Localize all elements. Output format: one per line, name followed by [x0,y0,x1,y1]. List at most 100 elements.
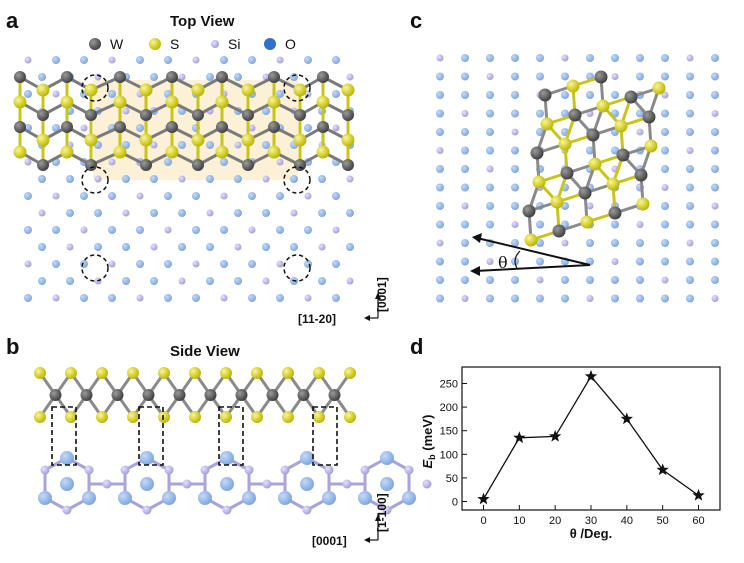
o-atom [318,209,326,217]
s-atom [60,95,74,109]
o-atom [234,175,242,183]
data-point-star [584,369,598,382]
si-atom [80,226,88,234]
o-atom [561,294,569,303]
o-atom [486,128,494,136]
dashed-interface-box [51,406,77,466]
s-atom [566,79,580,93]
w-atom [37,109,49,121]
s-atom [251,411,263,423]
o-atom [586,146,594,155]
s-atom [65,367,77,379]
o-atom [220,226,228,234]
o-atom [206,175,214,183]
y-tick-label: 0 [452,497,458,509]
dashed-site-circle [81,74,109,102]
o-atom [234,277,242,285]
y-tick-label: 150 [440,426,458,438]
o-atom [661,54,669,62]
si-atom [84,465,94,475]
o-atom [536,294,544,303]
si-atom [122,209,130,217]
s-atom [313,411,325,423]
s-atom [113,145,127,159]
o-atom [636,109,644,118]
o-atom [661,239,669,247]
o-atom [122,243,130,251]
o-atom [436,183,444,192]
dashed-site-circle [283,74,311,102]
si-atom [686,54,694,62]
s-atom [550,195,564,209]
o-atom [661,294,669,303]
o-atom [150,209,158,217]
s-atom [165,145,179,159]
w-atom [173,389,186,401]
w-atom [242,109,254,121]
y-axis-label: Eb (meV) [420,415,437,469]
si-atom [150,141,158,149]
si-atom [108,158,116,166]
o-atom [118,491,132,505]
si-atom [290,209,298,217]
data-point-star [549,429,562,442]
s-atom [127,367,139,379]
ws2-ribbon-top-view [13,71,355,171]
o-atom [561,72,569,81]
dashed-interface-box [138,406,164,466]
o-atom [611,91,619,99]
o-atom [24,90,32,98]
panel-c: c θ [410,8,719,303]
o-atom [380,451,394,465]
si-atom [178,73,186,81]
plot-frame [461,366,721,511]
o-atom [436,257,444,266]
s-atom [220,411,232,423]
si-atom [52,90,60,98]
o-atom [248,294,256,302]
o-atom [686,220,694,229]
o-atom [220,56,228,64]
o-atom [461,91,469,99]
o-atom [80,192,88,200]
s-atom [558,137,572,151]
s-atom [344,367,356,379]
o-atom [164,56,172,64]
o-atom [461,257,469,266]
o-atom [436,220,444,229]
o-atom [60,477,74,491]
o-atom [661,220,669,229]
o-atom [436,202,444,210]
x-axis-label: θ /Deg. [570,526,612,541]
o-atom [511,294,519,303]
si-atom [52,294,60,302]
s-atom [139,133,153,147]
w-atom [216,71,228,83]
o-atom [586,239,594,247]
direction-label-0001-side: [0001] [312,534,347,548]
o-atom [511,146,519,155]
o-atom [332,192,340,200]
o-atom [346,243,354,251]
o-atom [511,165,519,173]
o-atom [60,451,74,465]
direction-axes-b: [1-100] [0001] [312,493,389,548]
o-atom [164,260,172,268]
o-atom [486,91,494,99]
w-atom [342,109,354,121]
o-atom [206,277,214,285]
o-atom [122,175,130,183]
o-atom [402,491,416,505]
atom-legend: W S Si O [89,36,296,52]
si-atom [486,73,494,80]
w-atom [192,159,204,171]
si-atom [108,56,116,64]
o-atom [234,73,242,81]
s-atom [34,367,46,379]
o-atom [686,109,694,118]
s-atom [60,145,74,159]
si-atom [332,226,340,234]
w-atom [522,204,536,218]
w-atom [328,389,341,401]
data-point-star [513,431,526,444]
